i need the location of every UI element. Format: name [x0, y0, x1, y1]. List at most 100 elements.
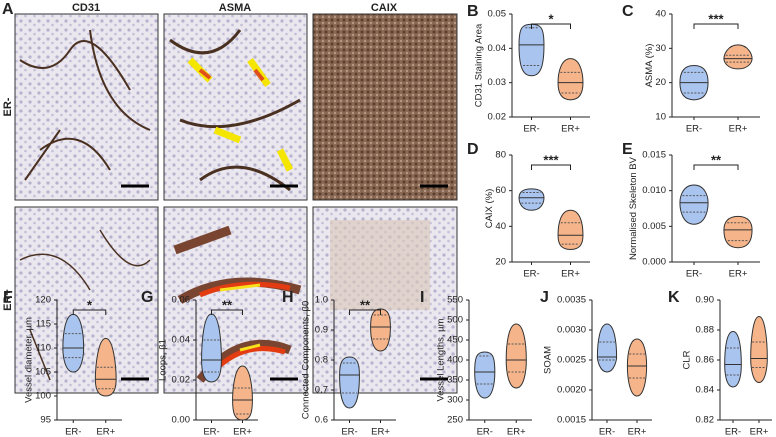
significance-label: * — [87, 297, 93, 312]
violin — [723, 44, 753, 70]
y-axis-label: Connected Components, β0 — [301, 301, 312, 419]
violin — [474, 351, 496, 399]
x-tick-label: ER+ — [729, 269, 748, 280]
y-tick-label: 0.03 — [488, 77, 507, 88]
y-tick-label: 0.000 — [642, 257, 666, 268]
significance-label: *** — [708, 11, 724, 26]
violin — [626, 338, 648, 397]
x-tick-label: ER- — [599, 427, 615, 437]
panel-letter: C — [622, 3, 634, 20]
y-tick-label: 0.84 — [696, 385, 715, 396]
violin — [370, 308, 391, 352]
significance-label: *** — [543, 152, 559, 167]
x-tick-label: ER+ — [628, 427, 647, 437]
panel-letter: E — [622, 141, 633, 158]
column-header: CD31 — [72, 2, 100, 14]
y-tick-label: 1.0 — [315, 295, 328, 306]
panel-letter: D — [467, 141, 479, 158]
y-tick-label: 0.0020 — [557, 385, 586, 396]
y-tick-label: 0.04 — [172, 335, 191, 346]
y-axis-label: CD31 Staining Area — [473, 23, 484, 107]
y-axis-label: Vessel diameter, µm — [24, 317, 35, 403]
x-tick-label: ER+ — [750, 427, 769, 437]
violin — [339, 356, 360, 409]
y-tick-label: 60 — [495, 185, 506, 196]
panel-letter: H — [282, 289, 294, 306]
x-tick-label: ER+ — [233, 427, 252, 437]
y-tick-label: 500 — [447, 315, 463, 326]
y-tick-label: 0.010 — [642, 185, 666, 196]
violin — [232, 365, 253, 421]
y-tick-label: 0.05 — [488, 9, 507, 20]
y-tick-label: 300 — [447, 395, 463, 406]
x-tick-label: ER+ — [507, 427, 526, 437]
y-axis-label: SOAM — [543, 346, 554, 374]
violin — [557, 58, 584, 101]
violin — [505, 323, 527, 389]
y-tick-label: 0.0035 — [557, 295, 586, 306]
violin — [201, 313, 222, 383]
y-tick-label: 100 — [35, 391, 51, 402]
row-header: ER+ — [2, 289, 14, 311]
x-tick-label: ER+ — [729, 124, 748, 135]
x-tick-label: ER- — [686, 269, 702, 280]
y-tick-label: 400 — [447, 355, 463, 366]
y-tick-label: 0.0015 — [557, 415, 586, 426]
y-tick-label: 250 — [447, 415, 463, 426]
y-tick-label: 0.06 — [172, 295, 191, 306]
y-tick-label: 0.7 — [315, 385, 328, 396]
y-tick-label: 40 — [495, 221, 506, 232]
y-tick-label: 30 — [655, 43, 666, 54]
violin — [62, 313, 85, 373]
panel-letter: G — [141, 289, 153, 306]
significance-label: ** — [360, 297, 371, 312]
y-tick-label: 0.90 — [696, 295, 715, 306]
y-tick-label: 0.005 — [642, 221, 666, 232]
y-tick-label: 0.04 — [488, 43, 507, 54]
significance-label: ** — [711, 152, 722, 167]
panel-letter: F — [3, 289, 13, 306]
x-tick-label: ER+ — [561, 269, 580, 280]
x-tick-label: ER+ — [561, 124, 580, 135]
violin — [724, 330, 742, 388]
y-tick-label: 0.015 — [642, 150, 666, 161]
y-axis-label: Loops, β1 — [157, 339, 168, 381]
column-header: CAIX — [371, 2, 398, 14]
y-tick-label: 0.6 — [315, 415, 328, 426]
y-tick-label: 0.0030 — [557, 325, 586, 336]
x-tick-label: ER- — [523, 269, 539, 280]
y-tick-label: 550 — [447, 295, 463, 306]
violin — [750, 315, 768, 384]
x-tick-label: ER- — [477, 427, 493, 437]
y-tick-label: 80 — [495, 150, 506, 161]
y-tick-label: 20 — [495, 257, 506, 268]
y-tick-label: 95 — [40, 415, 51, 426]
x-tick-label: ER+ — [371, 427, 390, 437]
panel-letter: J — [540, 289, 549, 306]
micrographs — [14, 13, 458, 394]
column-header: ASMA — [219, 2, 251, 14]
panel-letter: A — [2, 1, 14, 18]
significance-bracket — [531, 23, 571, 29]
violin — [518, 188, 545, 211]
violin — [557, 209, 584, 251]
panel-letter: K — [668, 289, 680, 306]
significance-bracket — [531, 164, 571, 170]
x-tick-label: ER- — [725, 427, 741, 437]
significance-label: * — [548, 11, 554, 26]
y-tick-label: 0.02 — [172, 375, 191, 386]
y-axis-label: Vessel Lengths, µm — [436, 318, 447, 401]
y-tick-label: 115 — [36, 319, 51, 330]
significance-bracket — [72, 309, 107, 315]
y-tick-label: 10 — [655, 112, 666, 123]
x-tick-label: ER- — [523, 124, 539, 135]
y-tick-label: 350 — [447, 375, 463, 386]
y-tick-label: 0.00 — [172, 415, 191, 426]
y-tick-label: 0.88 — [696, 325, 715, 336]
x-tick-label: ER+ — [96, 427, 115, 437]
violin — [596, 323, 618, 373]
panel-letter: B — [467, 3, 479, 20]
y-tick-label: 20 — [655, 77, 666, 88]
y-axis-label: Normalised Skeleton BV — [628, 156, 639, 260]
